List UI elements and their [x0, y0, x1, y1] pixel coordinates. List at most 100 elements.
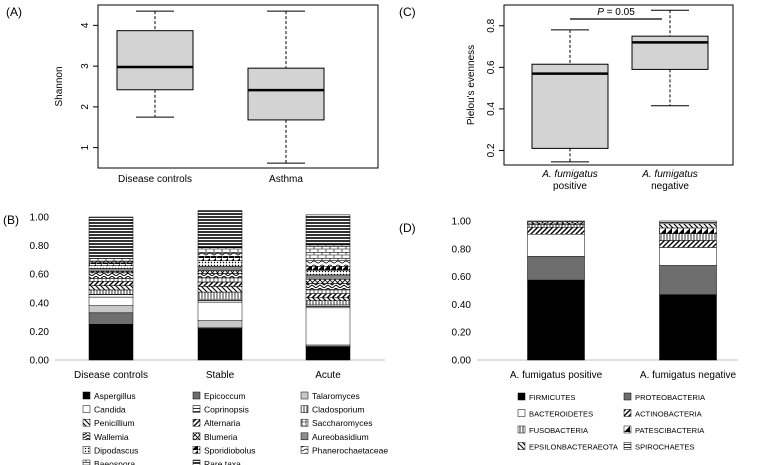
legend-swatch-fusobacteria	[517, 425, 526, 434]
x-tick-label: A. fumigatus negative	[640, 370, 737, 381]
legend-swatch-sporidiobolus	[192, 446, 201, 454]
bar-segment-dipodascus	[88, 265, 134, 269]
panel-label-c: (C)	[399, 5, 416, 19]
bar-segment-dipodascus	[197, 260, 243, 267]
bacterial-stacked-bar-chart: 0.00 0.20 0.40 0.60 0.80 1.00 A. fumigatus pos…	[452, 217, 738, 452]
y-tick-label: 0.00	[452, 356, 472, 367]
panel-label-a: (A)	[6, 5, 22, 19]
y-tick-label: 1	[80, 144, 91, 150]
legend-swatch-aureobasidium	[300, 432, 309, 441]
y-axis-label: Pielou's evenness	[466, 45, 477, 125]
legend-label-wallemia: Wallemia	[94, 432, 129, 442]
bar-segment-coprinopsis	[305, 304, 351, 309]
p-value: = 0.05	[604, 7, 635, 18]
panel-label-d: (D)	[399, 221, 416, 235]
bar-segment-firmicutes	[659, 294, 717, 361]
legend-swatch-proteobacteria	[623, 392, 632, 401]
bar-segment-baeospora	[305, 244, 351, 261]
x-tick-label: Acute	[315, 370, 341, 381]
x-tick-label-species: A. fumigatus	[641, 169, 698, 180]
x-tick-label-status: positive	[553, 181, 587, 192]
y-tick-label: 0.40	[452, 300, 472, 311]
bar-segment-alternaria	[197, 281, 243, 287]
x-tick-label-species: A. fumigatus	[541, 169, 598, 180]
legend-label-epicoccum: Epicoccum	[204, 391, 246, 401]
legend-swatch-wallemia	[82, 432, 91, 441]
legend-swatch-firmicutes	[517, 392, 526, 401]
bar-segment-cladosporium	[197, 291, 243, 300]
legend-label-dipodascus: Dipodascus	[94, 445, 138, 455]
plot-frame	[503, 4, 734, 166]
bar-segment-rare-taxa	[197, 210, 243, 248]
y-tick-label: 1.00	[452, 217, 472, 228]
bar-segment-penicillium	[305, 297, 351, 301]
legend-swatch-talaromyces	[300, 391, 309, 400]
bar-segment-bacteroidetes	[527, 233, 585, 257]
legend-swatch-actinobacteria	[623, 409, 632, 417]
bar-segment-spirochaetes	[659, 220, 717, 225]
legend-label-fusobacteria: FUSOBACTERIA	[529, 426, 589, 435]
bar-segment-saccharomyces	[88, 278, 134, 282]
bar-segment-aureobasidium	[88, 268, 134, 272]
legend-label-epsilonbacteraeota: EPSILONBACTERAEOTA	[529, 443, 619, 452]
legend-swatch-blumeria	[192, 432, 201, 441]
bar-segment-phanerochaetaceae	[305, 260, 351, 267]
bar-segment-coprinopsis	[88, 293, 134, 298]
y-tick-label: 0.80	[452, 244, 472, 255]
x-tick-label: A. fumigatus positive	[510, 370, 603, 381]
bar-segment-phanerochaetaceae	[197, 253, 243, 257]
bar-segment-rare-taxa	[305, 214, 351, 246]
bar-segment-baeospora	[197, 247, 243, 254]
bar-segment-talaromyces	[88, 305, 134, 314]
legend-label-baeospora: Baeospora	[94, 459, 135, 465]
legend-swatch-dipodascus	[82, 446, 91, 454]
bar-segment-baeospora	[88, 258, 134, 262]
y-axis-label: Shannon	[54, 66, 65, 106]
x-tick-label-status: negative	[651, 181, 689, 192]
iqr-box	[116, 30, 194, 91]
y-tick-label: 0.20	[30, 327, 50, 338]
bar-segment-penicillium	[88, 285, 134, 291]
iqr-box	[247, 67, 325, 121]
legend-label-patescibacteria: PATESCIBACTERIA	[635, 426, 705, 435]
bar-segment-talaromyces	[197, 320, 243, 329]
legend-label-aureobasidium: Aureobasidium	[312, 432, 369, 442]
bar-segment-patescibacteria	[659, 227, 717, 234]
bar-segment-fusobacteria	[527, 224, 585, 228]
legend-label-actinobacteria: ACTINOBACTERIA	[635, 410, 703, 419]
legend-label-phanerochaetaceae: Phanerochaetaceae	[312, 445, 388, 455]
bar-segment-firmicutes	[527, 279, 585, 361]
legend-swatch-candida	[82, 405, 91, 413]
legend-swatch-bacteroidetes	[517, 409, 526, 417]
bar-segment-saccharomyces	[197, 277, 243, 283]
bar-segment-wallemia	[88, 272, 134, 279]
bar-segment-alternaria	[88, 281, 134, 286]
y-tick-label: 3	[80, 63, 91, 69]
bar-segment-candida	[88, 296, 134, 306]
legend-label-sporidiobolus: Sporidiobolus	[204, 445, 256, 455]
y-tick-label: 0.00	[30, 356, 50, 367]
iqr-box	[531, 63, 609, 149]
legend-label-alternaria: Alternaria	[204, 418, 241, 428]
y-tick-label: 0.2	[486, 143, 497, 157]
bar-segment-sporidiobolus	[197, 256, 243, 261]
legend-label-candida: Candida	[94, 405, 126, 415]
legend-label-saccharomyces: Saccharomyces	[312, 418, 372, 428]
bar-segment-proteobacteria	[527, 256, 585, 281]
legend-swatch-patescibacteria	[623, 425, 632, 434]
legend-label-coprinopsis: Coprinopsis	[204, 405, 249, 415]
legend-swatch-epsilonbacteraeota	[517, 442, 526, 450]
legend-swatch-coprinopsis	[192, 405, 201, 413]
y-tick-label: 0.60	[452, 272, 472, 283]
legend-label-firmicutes: FIRMICUTES	[529, 393, 575, 402]
legend-swatch-alternaria	[192, 418, 201, 427]
x-tick-label: Disease controls	[74, 370, 148, 381]
legend-swatch-baeospora	[82, 459, 91, 465]
pielou-boxplot: 0.2 0.4 0.6 0.8 Pielou's evenness A. fumigatu…	[466, 4, 734, 192]
legend-swatch-saccharomyces	[300, 418, 309, 427]
y-tick-label: 2	[80, 104, 91, 110]
legend-label-spirochaetes: SPIROCHAETES	[635, 443, 695, 452]
bar-segment-epsilonbacteraeota	[659, 223, 717, 229]
y-tick-label: 0.8	[486, 18, 497, 32]
